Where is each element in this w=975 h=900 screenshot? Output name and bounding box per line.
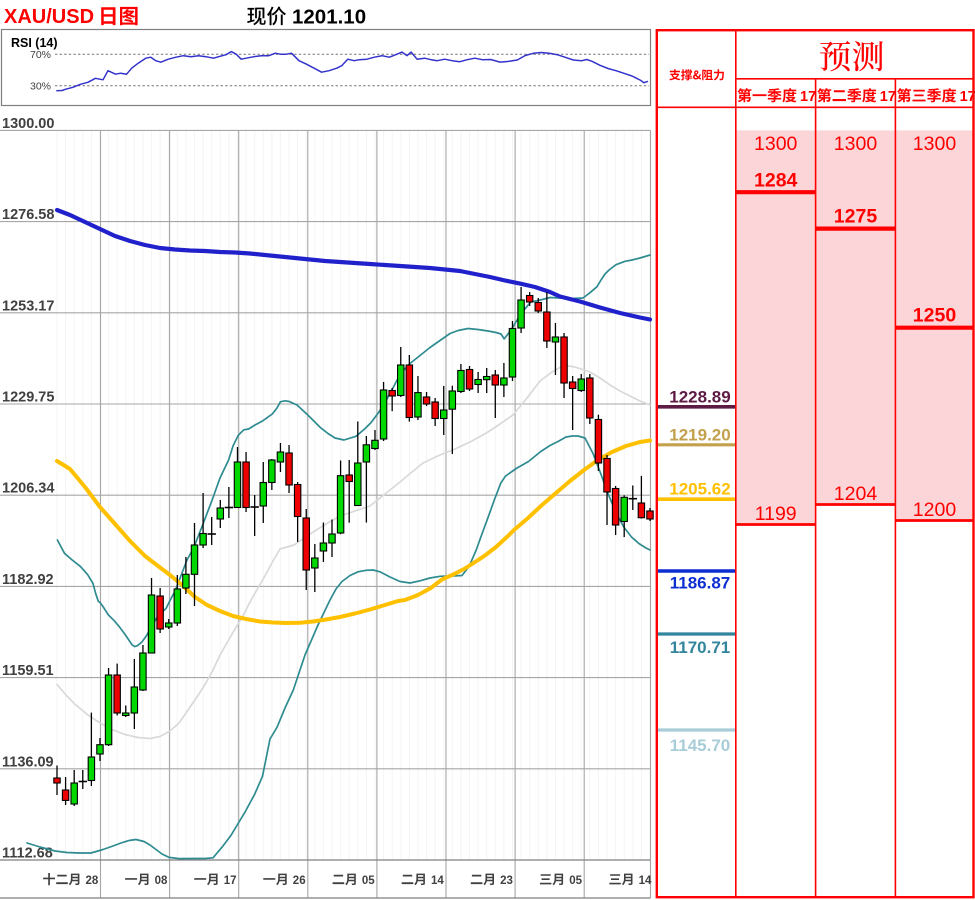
svg-text:1136.09: 1136.09 [2,754,54,770]
svg-text:1170.71: 1170.71 [670,638,731,657]
svg-text:08: 08 [155,875,168,887]
svg-text:1300.00: 1300.00 [2,116,54,132]
svg-text:1284: 1284 [754,170,798,192]
svg-text:1145.70: 1145.70 [670,736,731,755]
svg-text:1300: 1300 [754,133,798,155]
svg-text:17: 17 [880,89,896,105]
svg-text:1229.75: 1229.75 [2,390,54,406]
svg-text:17: 17 [224,875,237,887]
svg-text:1206.34: 1206.34 [2,481,54,497]
svg-text:17: 17 [960,89,975,105]
svg-text:23: 23 [500,875,513,887]
svg-text:1276.58: 1276.58 [2,207,54,223]
svg-text:05: 05 [362,875,375,887]
svg-text:1204: 1204 [834,483,878,505]
svg-text:1205.62: 1205.62 [669,480,730,499]
svg-text:28: 28 [86,875,99,887]
svg-text:1201.10: 1201.10 [292,6,366,29]
svg-text:1186.87: 1186.87 [670,574,731,593]
svg-text:1300: 1300 [834,133,878,155]
svg-text:17: 17 [800,89,816,105]
svg-text:1199: 1199 [755,503,797,525]
svg-text:14: 14 [431,875,444,887]
svg-text:1250: 1250 [913,305,957,327]
svg-text:70%: 70% [30,49,51,61]
svg-text:1228.89: 1228.89 [669,388,730,407]
svg-text:05: 05 [569,875,582,887]
svg-text:1219.20: 1219.20 [669,426,730,445]
svg-text:1300: 1300 [913,133,957,155]
svg-text:30%: 30% [30,81,51,93]
svg-text:1253.17: 1253.17 [2,298,54,314]
svg-text:XAU/USD: XAU/USD [4,6,94,28]
svg-text:1112.68: 1112.68 [2,846,53,862]
svg-text:1159.51: 1159.51 [2,663,54,679]
svg-text:1182.92: 1182.92 [2,572,54,588]
svg-text:14: 14 [639,875,652,887]
svg-text:1200: 1200 [913,499,957,521]
svg-text:26: 26 [293,875,306,887]
svg-text:RSI (14): RSI (14) [11,36,58,50]
svg-text:1275: 1275 [834,206,878,228]
